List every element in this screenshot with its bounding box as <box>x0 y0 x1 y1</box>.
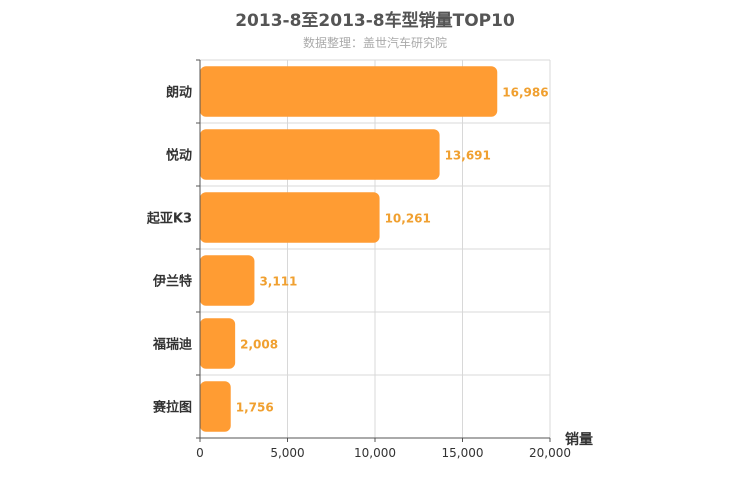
value-label: 2,008 <box>240 338 278 352</box>
category-label: 朗动 <box>166 85 192 101</box>
category-label: 赛拉图 <box>152 400 192 416</box>
bar <box>200 66 498 117</box>
x-tick-label: 10,000 <box>354 446 396 460</box>
x-tick-label: 20,000 <box>529 446 571 460</box>
category-label: 伊兰特 <box>152 274 192 290</box>
chart-subtitle: 数据整理：盖世汽车研究院 <box>302 36 447 50</box>
value-label: 10,261 <box>385 212 431 226</box>
x-axis-title: 销量 <box>565 431 593 448</box>
bar <box>200 255 255 306</box>
category-label: 福瑞迪 <box>152 337 192 353</box>
value-label: 1,756 <box>236 401 274 415</box>
bar <box>200 381 231 432</box>
x-tick-label: 0 <box>196 446 204 460</box>
value-label: 3,111 <box>259 275 297 289</box>
category-label: 起亚K3 <box>146 211 192 227</box>
category-label: 悦动 <box>166 148 192 164</box>
value-label: 16,986 <box>502 86 548 100</box>
chart-title: 2013-8至2013-8车型销量TOP10 <box>235 11 515 31</box>
x-tick-label: 5,000 <box>270 446 304 460</box>
bar <box>200 192 380 243</box>
bar <box>200 129 440 180</box>
x-tick-label: 15,000 <box>442 446 484 460</box>
value-label: 13,691 <box>445 149 491 163</box>
bar <box>200 318 236 369</box>
